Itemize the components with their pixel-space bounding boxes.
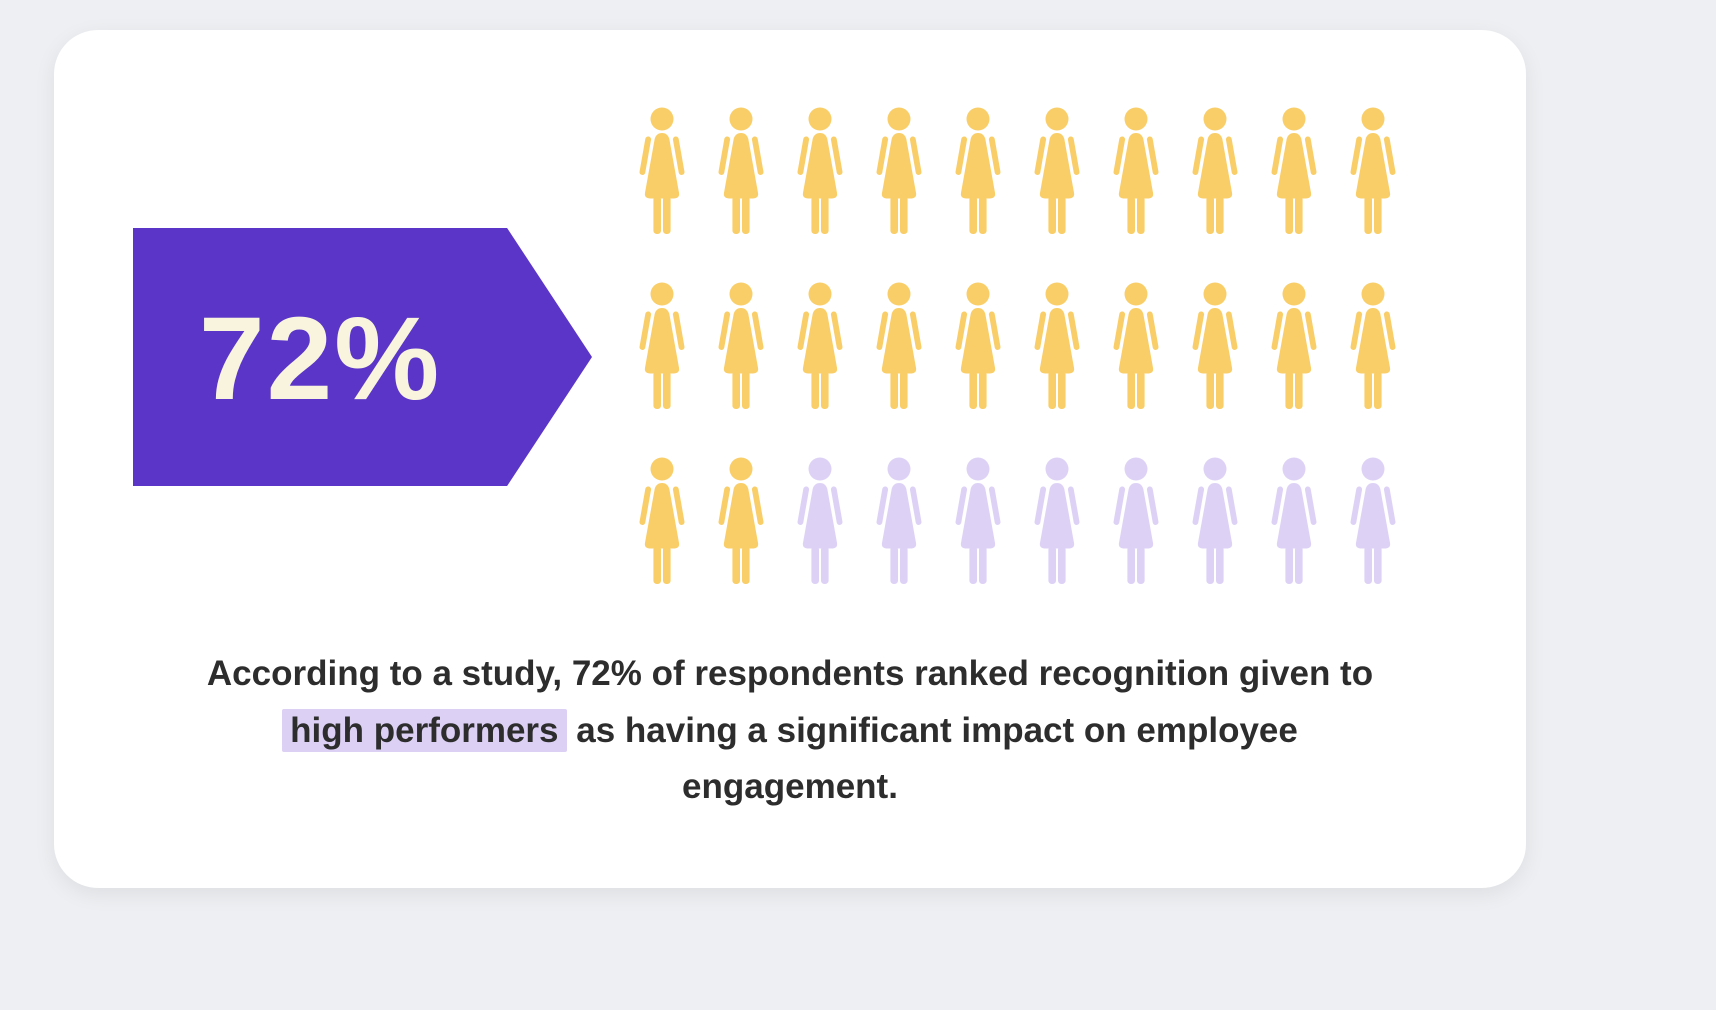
person-icon xyxy=(1106,452,1166,594)
person-icon xyxy=(1027,102,1087,244)
person-icon xyxy=(1185,452,1245,594)
person-icon xyxy=(869,452,929,594)
person-icon xyxy=(1106,102,1166,244)
caption-highlight: high performers xyxy=(282,708,567,752)
person-icon xyxy=(1106,277,1166,419)
person-icon xyxy=(711,452,771,594)
caption-text-before: According to a study, 72% of respondents… xyxy=(206,654,1374,693)
person-icon xyxy=(948,277,1008,419)
person-icon xyxy=(948,452,1008,594)
person-icon xyxy=(1343,277,1403,419)
person-icon xyxy=(632,277,692,419)
caption-text-after: as having a significant impact on employ… xyxy=(566,710,1298,807)
person-icon xyxy=(711,277,771,419)
person-icon xyxy=(1264,277,1324,419)
person-icon xyxy=(1343,102,1403,244)
person-icon xyxy=(632,452,692,594)
person-icon xyxy=(790,452,850,594)
stat-arrow-callout: 72% xyxy=(133,228,592,486)
infographic-card: 72% According to a study, 72% of respond… xyxy=(54,30,1526,888)
person-icon xyxy=(1185,102,1245,244)
caption: According to a study, 72% of respondents… xyxy=(200,646,1380,816)
person-icon xyxy=(711,102,771,244)
person-icon xyxy=(869,102,929,244)
person-icon xyxy=(1264,452,1324,594)
person-icon xyxy=(632,102,692,244)
person-icon xyxy=(1027,452,1087,594)
person-icon xyxy=(869,277,929,419)
person-icon xyxy=(1264,102,1324,244)
person-icon xyxy=(1343,452,1403,594)
person-icon xyxy=(1027,277,1087,419)
stat-value: 72% xyxy=(198,293,442,425)
person-icon xyxy=(790,102,850,244)
pictograph-grid xyxy=(632,102,1403,594)
person-icon xyxy=(790,277,850,419)
person-icon xyxy=(1185,277,1245,419)
person-icon xyxy=(948,102,1008,244)
